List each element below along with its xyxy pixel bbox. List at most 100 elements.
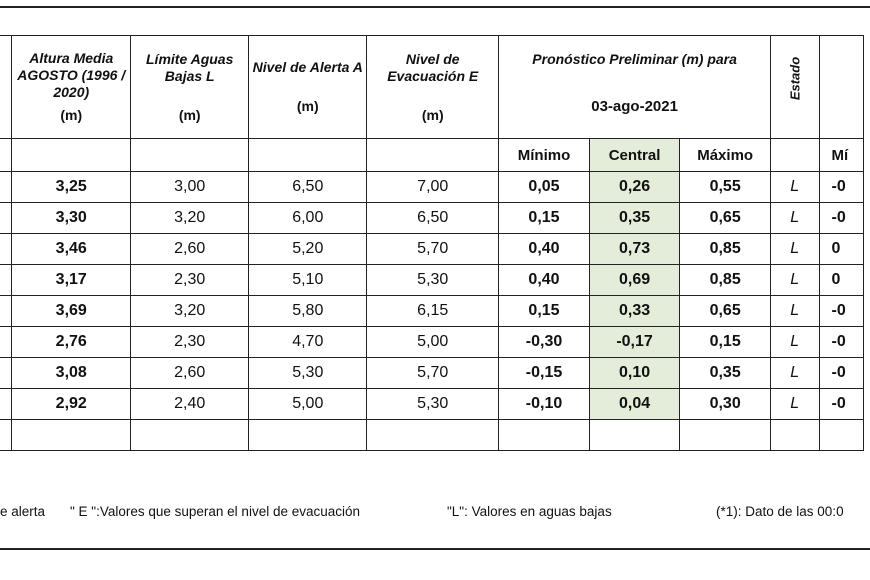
cell-min: 0,40 bbox=[498, 264, 590, 296]
cell-limite: 2,60 bbox=[130, 357, 250, 389]
cell-cut bbox=[0, 326, 13, 358]
cell-min: 0,05 bbox=[498, 171, 590, 203]
cell-max: 0,85 bbox=[679, 264, 771, 296]
sub-empty bbox=[248, 138, 368, 172]
cell-cut bbox=[0, 264, 13, 296]
cell-next: -0 bbox=[818, 388, 864, 420]
header-alerta: Nivel de Alerta A (m) bbox=[248, 35, 368, 139]
limite-label: Límite Aguas Bajas L bbox=[146, 50, 234, 84]
cell-estado: L bbox=[770, 171, 820, 203]
table-row: 2,76 2,30 4,70 5,00 -0,30 -0,17 0,15 L -0 bbox=[0, 326, 864, 358]
cell-altura: 2,76 bbox=[11, 326, 132, 358]
cell-limite: 3,20 bbox=[130, 295, 250, 327]
cell-cut bbox=[0, 388, 13, 420]
unit-label: (m) bbox=[421, 106, 444, 123]
cell-max: 0,30 bbox=[679, 388, 771, 420]
cell-next: -0 bbox=[818, 326, 864, 358]
cell-central: 0,35 bbox=[588, 202, 681, 234]
cell-max: 0,55 bbox=[679, 171, 771, 203]
cell-central: 0,69 bbox=[588, 264, 681, 296]
header-evacuacion: Nivel de Evacuación E (m) bbox=[366, 35, 500, 139]
cell-max: 0,65 bbox=[679, 295, 771, 327]
unit-label: (m) bbox=[296, 98, 319, 114]
sub-central: Central bbox=[588, 138, 681, 172]
cell-min: 0,15 bbox=[498, 295, 590, 327]
footer-nota: (*1): Dato de las 00:0 bbox=[716, 504, 844, 519]
cell-min: -0,30 bbox=[498, 326, 590, 358]
cell-empty bbox=[248, 419, 368, 451]
header-cut-right bbox=[818, 35, 864, 139]
sub-next-minimo: Mí bbox=[818, 138, 864, 172]
cell-limite: 2,40 bbox=[130, 388, 250, 420]
sub-empty bbox=[770, 138, 820, 172]
cell-next: -0 bbox=[818, 357, 864, 389]
table-row: 2,92 2,40 5,00 5,30 -0,10 0,04 0,30 L -0 bbox=[0, 388, 864, 420]
cell-central: 0,04 bbox=[588, 388, 681, 420]
header-altura: Altura Media AGOSTO (1996 / 2020) (m) bbox=[11, 35, 132, 139]
cell-next: -0 bbox=[818, 171, 864, 203]
evacuacion-label: Nivel de Evacuación E bbox=[387, 50, 479, 84]
cell-min: 0,40 bbox=[498, 233, 590, 265]
bottom-rule bbox=[0, 548, 870, 550]
unit-label: (m) bbox=[60, 107, 83, 123]
cell-empty bbox=[11, 419, 132, 451]
cell-min: -0,15 bbox=[498, 357, 590, 389]
cell-alerta: 6,00 bbox=[248, 202, 368, 234]
subheader-row: Mínimo Central Máximo Mí bbox=[0, 138, 864, 172]
cell-max: 0,35 bbox=[679, 357, 771, 389]
cell-evac: 6,50 bbox=[366, 202, 500, 234]
cell-altura: 3,30 bbox=[11, 202, 132, 234]
table-row: 3,46 2,60 5,20 5,70 0,40 0,73 0,85 L 0 bbox=[0, 233, 864, 265]
estado-label: Estado bbox=[787, 56, 803, 101]
cell-altura: 3,69 bbox=[11, 295, 132, 327]
footer-evacuacion: " E ":Valores que superan el nivel de ev… bbox=[70, 504, 361, 519]
forecast-date: 03-ago-2021 bbox=[591, 98, 678, 115]
empty-row bbox=[0, 419, 864, 451]
cell-max: 0,15 bbox=[679, 326, 771, 358]
cell-empty bbox=[366, 419, 500, 451]
cell-max: 0,85 bbox=[679, 233, 771, 265]
cell-estado: L bbox=[770, 202, 820, 234]
cell-next: -0 bbox=[818, 295, 864, 327]
cell-empty bbox=[0, 419, 13, 451]
cell-altura: 3,25 bbox=[11, 171, 132, 203]
cell-evac: 5,70 bbox=[366, 357, 500, 389]
cell-alerta: 6,50 bbox=[248, 171, 368, 203]
cell-altura: 3,08 bbox=[11, 357, 132, 389]
footer-bajas: "L": Valores en aguas bajas bbox=[447, 504, 612, 519]
header-limite: Límite Aguas Bajas L (m) bbox=[130, 35, 250, 139]
unit-label: (m) bbox=[178, 106, 201, 123]
cell-evac: 5,30 bbox=[366, 264, 500, 296]
cell-min: -0,10 bbox=[498, 388, 590, 420]
river-forecast-table: Altura Media AGOSTO (1996 / 2020) (m) Lím… bbox=[0, 35, 864, 451]
table-row: 3,08 2,60 5,30 5,70 -0,15 0,10 0,35 L -0 bbox=[0, 357, 864, 389]
cell-limite: 3,00 bbox=[130, 171, 250, 203]
altura-label: Altura Media AGOSTO (1996 / 2020) bbox=[17, 50, 126, 100]
cell-altura: 3,17 bbox=[11, 264, 132, 296]
cell-empty bbox=[818, 419, 864, 451]
cell-next: 0 bbox=[818, 233, 864, 265]
cell-limite: 3,20 bbox=[130, 202, 250, 234]
cell-alerta: 5,30 bbox=[248, 357, 368, 389]
cell-evac: 5,30 bbox=[366, 388, 500, 420]
table-row: 3,25 3,00 6,50 7,00 0,05 0,26 0,55 L -0 bbox=[0, 171, 864, 203]
cell-next: -0 bbox=[818, 202, 864, 234]
cell-empty bbox=[588, 419, 681, 451]
cell-evac: 5,70 bbox=[366, 233, 500, 265]
cell-estado: L bbox=[770, 326, 820, 358]
cell-limite: 2,30 bbox=[130, 264, 250, 296]
cell-evac: 6,15 bbox=[366, 295, 500, 327]
pronostico-label: Pronóstico Preliminar (m) para bbox=[532, 51, 737, 67]
header-estado: Estado bbox=[770, 35, 820, 139]
cell-min: 0,15 bbox=[498, 202, 590, 234]
cell-empty bbox=[498, 419, 590, 451]
top-rule bbox=[0, 6, 870, 8]
cell-empty bbox=[679, 419, 771, 451]
cell-cut bbox=[0, 233, 13, 265]
cell-limite: 2,30 bbox=[130, 326, 250, 358]
sub-minimo: Mínimo bbox=[498, 138, 590, 172]
cell-estado: L bbox=[770, 233, 820, 265]
cell-altura: 2,92 bbox=[11, 388, 132, 420]
header-pronostico: Pronóstico Preliminar (m) para 03-ago-202… bbox=[498, 35, 771, 139]
sub-empty bbox=[0, 138, 13, 172]
